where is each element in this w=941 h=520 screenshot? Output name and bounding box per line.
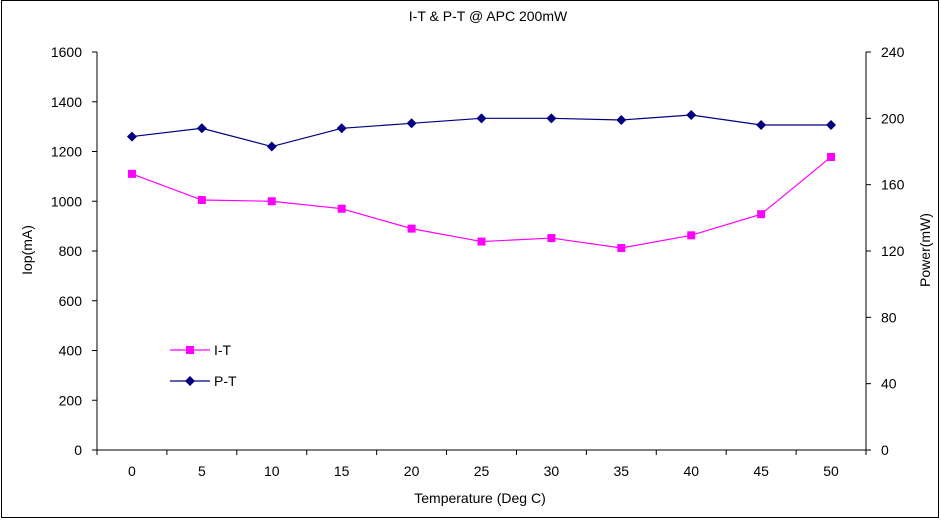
data-point-p-t bbox=[616, 114, 627, 125]
y-left-tick-label: 1200 bbox=[51, 144, 82, 160]
x-axis-label: Temperature (Deg C) bbox=[414, 490, 546, 506]
x-tick-label: 40 bbox=[683, 463, 699, 479]
legend: I-T P-T bbox=[170, 342, 237, 389]
x-tick-label: 45 bbox=[753, 463, 769, 479]
y-right-tick-label: 240 bbox=[881, 44, 905, 60]
data-point-p-t bbox=[196, 123, 207, 134]
x-tick-label: 5 bbox=[198, 463, 206, 479]
data-point-i-t bbox=[477, 237, 486, 246]
y-right-tick-label: 40 bbox=[881, 376, 897, 392]
data-point-i-t bbox=[267, 197, 276, 206]
data-point-i-t bbox=[127, 169, 136, 178]
data-point-i-t bbox=[337, 204, 346, 213]
data-point-i-t bbox=[687, 231, 696, 240]
data-point-i-t bbox=[617, 244, 626, 253]
x-tick-label: 20 bbox=[404, 463, 420, 479]
legend-marker-p-t bbox=[185, 376, 195, 386]
y-right-tick-label: 160 bbox=[881, 177, 905, 193]
x-tick-label: 35 bbox=[614, 463, 630, 479]
y-left-tick-label: 200 bbox=[59, 392, 83, 408]
x-tick-label: 30 bbox=[544, 463, 560, 479]
data-point-i-t bbox=[827, 152, 836, 161]
y-right-tick-label: 200 bbox=[881, 110, 905, 126]
data-point-p-t bbox=[126, 131, 137, 142]
x-tick-label: 0 bbox=[128, 463, 136, 479]
data-point-i-t bbox=[547, 234, 556, 243]
data-point-p-t bbox=[756, 119, 767, 130]
y-left-tick-label: 400 bbox=[59, 343, 83, 359]
x-tick-label: 50 bbox=[823, 463, 839, 479]
y-axis-right-ticks: 0 40 80 120 160 200 240 bbox=[866, 44, 905, 458]
x-axis-ticks: 0 5 10 15 20 25 30 35 40 45 50 bbox=[96, 450, 867, 479]
data-point-p-t bbox=[336, 123, 347, 134]
data-point-p-t bbox=[476, 113, 487, 124]
y-left-tick-label: 1600 bbox=[51, 44, 82, 60]
data-point-p-t bbox=[266, 141, 277, 152]
x-tick-label: 15 bbox=[334, 463, 350, 479]
series-layer bbox=[126, 110, 837, 253]
data-point-p-t bbox=[546, 113, 557, 124]
chart-title: I-T & P-T @ APC 200mW bbox=[409, 8, 568, 24]
legend-marker-i-t bbox=[186, 346, 194, 354]
y-left-tick-label: 800 bbox=[59, 243, 83, 259]
y-right-tick-label: 0 bbox=[881, 442, 889, 458]
data-point-p-t bbox=[686, 110, 697, 121]
y-left-tick-label: 1000 bbox=[51, 193, 82, 209]
legend-label-p-t: P-T bbox=[214, 373, 237, 389]
y-right-tick-label: 80 bbox=[881, 309, 897, 325]
data-point-p-t bbox=[406, 118, 417, 129]
y-right-tick-label: 120 bbox=[881, 243, 905, 259]
y-axis-left-ticks: 0 200 400 600 800 1000 1200 1400 1600 bbox=[51, 44, 97, 458]
y-left-tick-label: 0 bbox=[74, 442, 82, 458]
data-point-p-t bbox=[826, 119, 837, 130]
data-point-i-t bbox=[407, 224, 416, 233]
y-axis-left-label: Iop(mA) bbox=[19, 225, 35, 275]
y-left-tick-label: 600 bbox=[59, 293, 83, 309]
data-point-i-t bbox=[757, 210, 766, 219]
data-point-i-t bbox=[197, 196, 206, 205]
x-tick-label: 10 bbox=[264, 463, 280, 479]
legend-item-i-t: I-T bbox=[170, 342, 232, 358]
legend-label-i-t: I-T bbox=[214, 342, 232, 358]
legend-item-p-t: P-T bbox=[170, 373, 237, 389]
x-tick-label: 25 bbox=[474, 463, 490, 479]
y-left-tick-label: 1400 bbox=[51, 94, 82, 110]
y-axis-right-label: Power(mW) bbox=[917, 213, 933, 287]
